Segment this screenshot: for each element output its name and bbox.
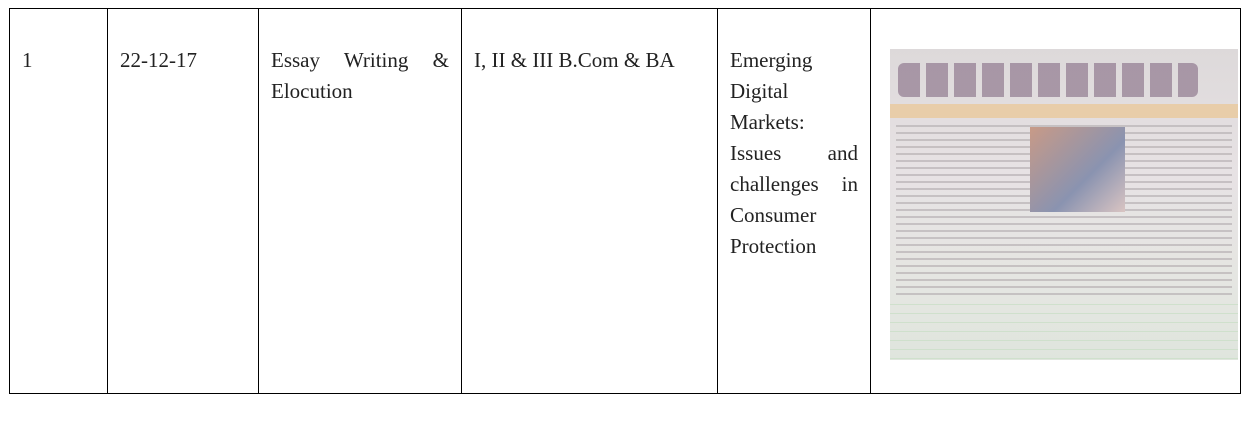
cell-text: Emerging Digital Markets: Issues and cha… [730, 48, 858, 258]
newspaper-photo [890, 48, 1238, 360]
photo-picture [1030, 126, 1125, 212]
cell: Emerging Digital Markets: Issues and cha… [717, 8, 871, 394]
table: 1 22-12-17 Essay Writing & Elocution I, … [9, 8, 1241, 394]
cell: Essay Writing & Elocution [258, 8, 462, 394]
cell-text: 1 [22, 48, 33, 72]
image-cell [870, 8, 1241, 394]
cell: I, II & III B.Com & BA [461, 8, 718, 394]
cell-text: 22-12-17 [120, 48, 197, 72]
cell: 1 [9, 8, 108, 394]
photo-band [890, 103, 1238, 118]
cell-text: I, II & III B.Com & BA [474, 48, 675, 72]
cell: 22-12-17 [107, 8, 259, 394]
cell-text: Essay Writing & Elocution [271, 48, 449, 103]
table-row: 1 22-12-17 Essay Writing & Elocution I, … [9, 8, 1241, 394]
photo-paper-lines [890, 303, 1238, 360]
photo-headline [898, 62, 1198, 97]
